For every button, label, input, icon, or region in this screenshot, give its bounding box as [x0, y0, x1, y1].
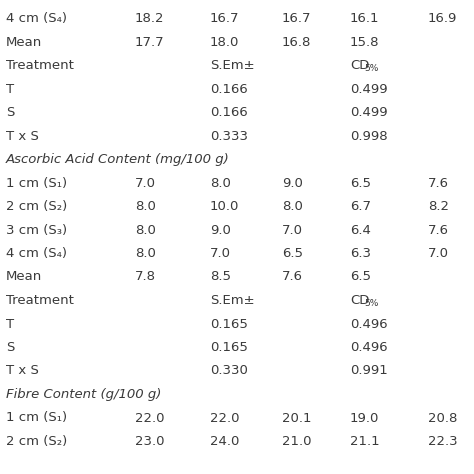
- Text: S: S: [6, 106, 14, 119]
- Text: 23.0: 23.0: [135, 435, 164, 448]
- Text: Treatment: Treatment: [6, 59, 74, 72]
- Text: 7.0: 7.0: [210, 247, 231, 260]
- Text: 6.4: 6.4: [350, 224, 371, 237]
- Text: 20.1: 20.1: [282, 411, 311, 425]
- Text: 0.165: 0.165: [210, 341, 248, 354]
- Text: 7.6: 7.6: [282, 271, 303, 283]
- Text: 7.8: 7.8: [135, 271, 156, 283]
- Text: 3 cm (S₃): 3 cm (S₃): [6, 224, 67, 237]
- Text: 21.1: 21.1: [350, 435, 380, 448]
- Text: 0.166: 0.166: [210, 106, 248, 119]
- Text: Mean: Mean: [6, 271, 42, 283]
- Text: 16.7: 16.7: [282, 12, 311, 25]
- Text: 16.7: 16.7: [210, 12, 239, 25]
- Text: 16.8: 16.8: [282, 36, 311, 48]
- Text: 6.5: 6.5: [350, 271, 371, 283]
- Text: 24.0: 24.0: [210, 435, 239, 448]
- Text: 5%: 5%: [364, 64, 378, 73]
- Text: 6.7: 6.7: [350, 200, 371, 213]
- Text: 6.3: 6.3: [350, 247, 371, 260]
- Text: 9.0: 9.0: [282, 176, 303, 190]
- Text: 0.499: 0.499: [350, 106, 388, 119]
- Text: 1 cm (S₁): 1 cm (S₁): [6, 176, 67, 190]
- Text: 9.0: 9.0: [210, 224, 231, 237]
- Text: CD: CD: [350, 59, 369, 72]
- Text: 8.2: 8.2: [428, 200, 449, 213]
- Text: 2 cm (S₂): 2 cm (S₂): [6, 435, 67, 448]
- Text: S: S: [6, 341, 14, 354]
- Text: 2 cm (S₂): 2 cm (S₂): [6, 200, 67, 213]
- Text: Mean: Mean: [6, 36, 42, 48]
- Text: 8.0: 8.0: [210, 176, 231, 190]
- Text: 0.330: 0.330: [210, 365, 248, 377]
- Text: 22.0: 22.0: [135, 411, 164, 425]
- Text: 0.991: 0.991: [350, 365, 388, 377]
- Text: Treatment: Treatment: [6, 294, 74, 307]
- Text: 18.0: 18.0: [210, 36, 239, 48]
- Text: 6.5: 6.5: [350, 176, 371, 190]
- Text: 8.0: 8.0: [135, 247, 156, 260]
- Text: T x S: T x S: [6, 129, 39, 143]
- Text: S.Em±: S.Em±: [210, 294, 255, 307]
- Text: 7.0: 7.0: [428, 247, 449, 260]
- Text: 0.165: 0.165: [210, 318, 248, 330]
- Text: 17.7: 17.7: [135, 36, 164, 48]
- Text: 10.0: 10.0: [210, 200, 239, 213]
- Text: 0.333: 0.333: [210, 129, 248, 143]
- Text: 16.1: 16.1: [350, 12, 380, 25]
- Text: 22.3: 22.3: [428, 435, 457, 448]
- Text: Fibre Content (g/100 g): Fibre Content (g/100 g): [6, 388, 161, 401]
- Text: 8.5: 8.5: [210, 271, 231, 283]
- Text: 0.166: 0.166: [210, 82, 248, 95]
- Text: 7.0: 7.0: [282, 224, 303, 237]
- Text: 0.496: 0.496: [350, 341, 388, 354]
- Text: 16.9: 16.9: [428, 12, 457, 25]
- Text: T: T: [6, 82, 14, 95]
- Text: 8.0: 8.0: [282, 200, 303, 213]
- Text: 20.8: 20.8: [428, 411, 457, 425]
- Text: 7.6: 7.6: [428, 176, 449, 190]
- Text: 19.0: 19.0: [350, 411, 379, 425]
- Text: 0.499: 0.499: [350, 82, 388, 95]
- Text: S.Em±: S.Em±: [210, 59, 255, 72]
- Text: 7.6: 7.6: [428, 224, 449, 237]
- Text: 15.8: 15.8: [350, 36, 380, 48]
- Text: 6.5: 6.5: [282, 247, 303, 260]
- Text: 0.496: 0.496: [350, 318, 388, 330]
- Text: Ascorbic Acid Content (mg/100 g): Ascorbic Acid Content (mg/100 g): [6, 153, 230, 166]
- Text: 8.0: 8.0: [135, 200, 156, 213]
- Text: 22.0: 22.0: [210, 411, 239, 425]
- Text: CD: CD: [350, 294, 369, 307]
- Text: 18.2: 18.2: [135, 12, 164, 25]
- Text: 1 cm (S₁): 1 cm (S₁): [6, 411, 67, 425]
- Text: 7.0: 7.0: [135, 176, 156, 190]
- Text: T x S: T x S: [6, 365, 39, 377]
- Text: 4 cm (S₄): 4 cm (S₄): [6, 12, 67, 25]
- Text: 5%: 5%: [364, 299, 378, 308]
- Text: 0.998: 0.998: [350, 129, 388, 143]
- Text: 8.0: 8.0: [135, 224, 156, 237]
- Text: 21.0: 21.0: [282, 435, 311, 448]
- Text: T: T: [6, 318, 14, 330]
- Text: 4 cm (S₄): 4 cm (S₄): [6, 247, 67, 260]
